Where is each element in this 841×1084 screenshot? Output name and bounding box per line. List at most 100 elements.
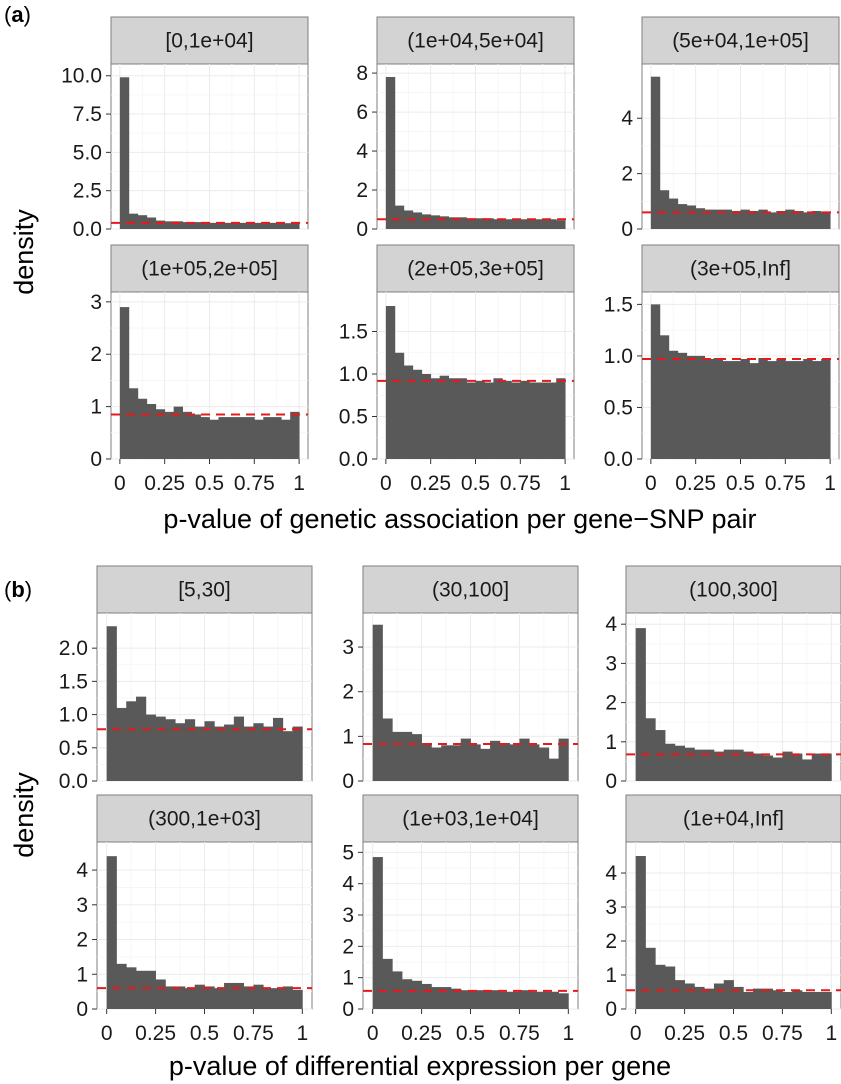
histogram-bar xyxy=(772,757,783,781)
histogram-bar xyxy=(740,359,750,459)
histogram-bar xyxy=(175,986,186,1009)
histogram-bar xyxy=(394,352,405,459)
x-tick-label: 0.5 xyxy=(719,1022,748,1045)
histogram-bar xyxy=(191,222,201,229)
histogram-bar xyxy=(484,382,494,459)
facet-strip-label: (2e+05,3e+05] xyxy=(407,258,544,281)
histogram-bar xyxy=(767,212,777,229)
histogram-bar xyxy=(412,212,423,229)
x-tick-label: 1 xyxy=(559,472,571,495)
histogram-bar xyxy=(821,992,832,1009)
histogram-bar xyxy=(493,219,503,229)
x-tick-label: 0 xyxy=(101,1022,113,1045)
histogram-bar xyxy=(421,374,432,459)
histogram-bar xyxy=(403,365,414,459)
histogram-bar xyxy=(281,419,291,459)
histogram-bar xyxy=(801,992,813,1009)
facet-strip xyxy=(110,16,309,65)
x-tick-label: 0.5 xyxy=(461,472,490,495)
histogram-bar xyxy=(466,218,476,229)
facet-strip xyxy=(96,794,313,843)
y-tick-label: 1 xyxy=(76,963,88,986)
histogram-bar xyxy=(184,719,196,781)
histogram-bar xyxy=(164,221,175,229)
y-tick-label: 4 xyxy=(342,873,354,896)
histogram-bar xyxy=(204,721,215,781)
x-tick-label: 0 xyxy=(630,1022,642,1045)
x-tick-label: 0.5 xyxy=(190,1022,219,1045)
y-tick-label: 7.5 xyxy=(73,103,102,126)
histogram-bar xyxy=(448,378,458,459)
histogram-bar xyxy=(704,749,715,781)
histogram-bar xyxy=(674,980,685,1009)
facet-panel: (30,100] 0 1 2 3 xyxy=(342,565,579,793)
y-tick-label: 0.0 xyxy=(604,448,633,471)
facet-panel: (5e+04,1e+05] 0 2 4 xyxy=(621,16,840,241)
histogram-bar xyxy=(137,398,148,459)
histogram-bar xyxy=(372,624,383,781)
y-tick-label: 1.0 xyxy=(339,363,368,386)
histogram-bar xyxy=(421,983,432,1009)
histogram-bar xyxy=(645,947,656,1009)
histogram-bar xyxy=(733,986,744,1009)
histogram-bar xyxy=(538,747,550,781)
histogram-bar xyxy=(145,714,156,781)
x-tick-label: 0.25 xyxy=(144,472,185,495)
histogram-bar xyxy=(194,726,205,781)
histogram-bar xyxy=(556,378,566,459)
histogram-bar xyxy=(519,738,530,781)
facet-strip-label: (1e+05,2e+05] xyxy=(141,258,278,281)
histogram-bar xyxy=(749,363,759,459)
x-tick-label: 0.75 xyxy=(500,472,541,495)
histogram-bar xyxy=(740,209,750,229)
y-tick-label: 1.5 xyxy=(604,293,633,316)
x-tick-label: 0.25 xyxy=(410,472,451,495)
histogram-bar xyxy=(547,382,557,459)
histogram-bar xyxy=(430,215,441,229)
histogram-bar xyxy=(394,205,405,229)
histogram-bar xyxy=(282,731,293,781)
histogram-bar xyxy=(233,982,245,1009)
histogram-bar xyxy=(119,307,130,459)
histogram-bar xyxy=(776,210,786,229)
y-tick-label: 2 xyxy=(90,343,102,366)
facet-panel: [5,30] 0.0 0.5 1.0 1.5 2.0 xyxy=(59,565,313,793)
histogram-bar xyxy=(119,77,130,229)
histogram-bar xyxy=(650,304,661,459)
y-tick-label: 0.5 xyxy=(59,737,88,760)
histogram-bar xyxy=(548,991,559,1009)
facet-strip-label: (1e+04,Inf] xyxy=(683,808,784,831)
histogram-bar xyxy=(382,718,393,781)
facet-strip-label: [0,1e+04] xyxy=(165,30,253,53)
histogram-bar xyxy=(475,380,485,459)
histogram-bar xyxy=(450,745,462,781)
facet-strip-label: (300,1e+03] xyxy=(148,808,261,831)
histogram-bar xyxy=(695,208,706,229)
histogram-bar xyxy=(792,753,803,781)
histogram-bar xyxy=(668,198,679,229)
histogram-bar xyxy=(200,222,210,229)
histogram-bar xyxy=(412,369,423,459)
y-tick-label: 8 xyxy=(356,62,368,85)
histogram-bar xyxy=(723,980,734,1009)
histogram-bar xyxy=(490,990,501,1009)
histogram-bar xyxy=(794,361,804,459)
x-tick-label: 0.5 xyxy=(456,1022,485,1045)
facet-panel: (3e+05,Inf] 0.0 0.5 1.0 1.5 0 0.25 0.5 0.75 1 xyxy=(604,244,840,495)
histogram-bar xyxy=(282,986,293,1009)
histogram-bar xyxy=(116,707,127,781)
histogram-bar xyxy=(767,361,777,459)
facet-strip-label: (30,100] xyxy=(432,579,509,602)
facet-panel: (1e+04,Inf] 0 1 2 3 4 0 0.25 0.5 0.75 1 xyxy=(605,794,841,1045)
y-tick-label: 0.0 xyxy=(59,770,88,793)
y-tick-label: 10.0 xyxy=(61,65,102,88)
facet-strip-label: (100,300] xyxy=(689,579,778,602)
histogram-bar xyxy=(182,411,192,459)
histogram-bar xyxy=(227,417,237,459)
histogram-bar xyxy=(803,212,813,229)
histogram-bar xyxy=(214,988,225,1009)
histogram-bar xyxy=(106,626,117,781)
histogram-bar xyxy=(782,751,793,781)
y-tick-label: 2.5 xyxy=(73,180,102,203)
histogram-bar xyxy=(502,380,512,459)
